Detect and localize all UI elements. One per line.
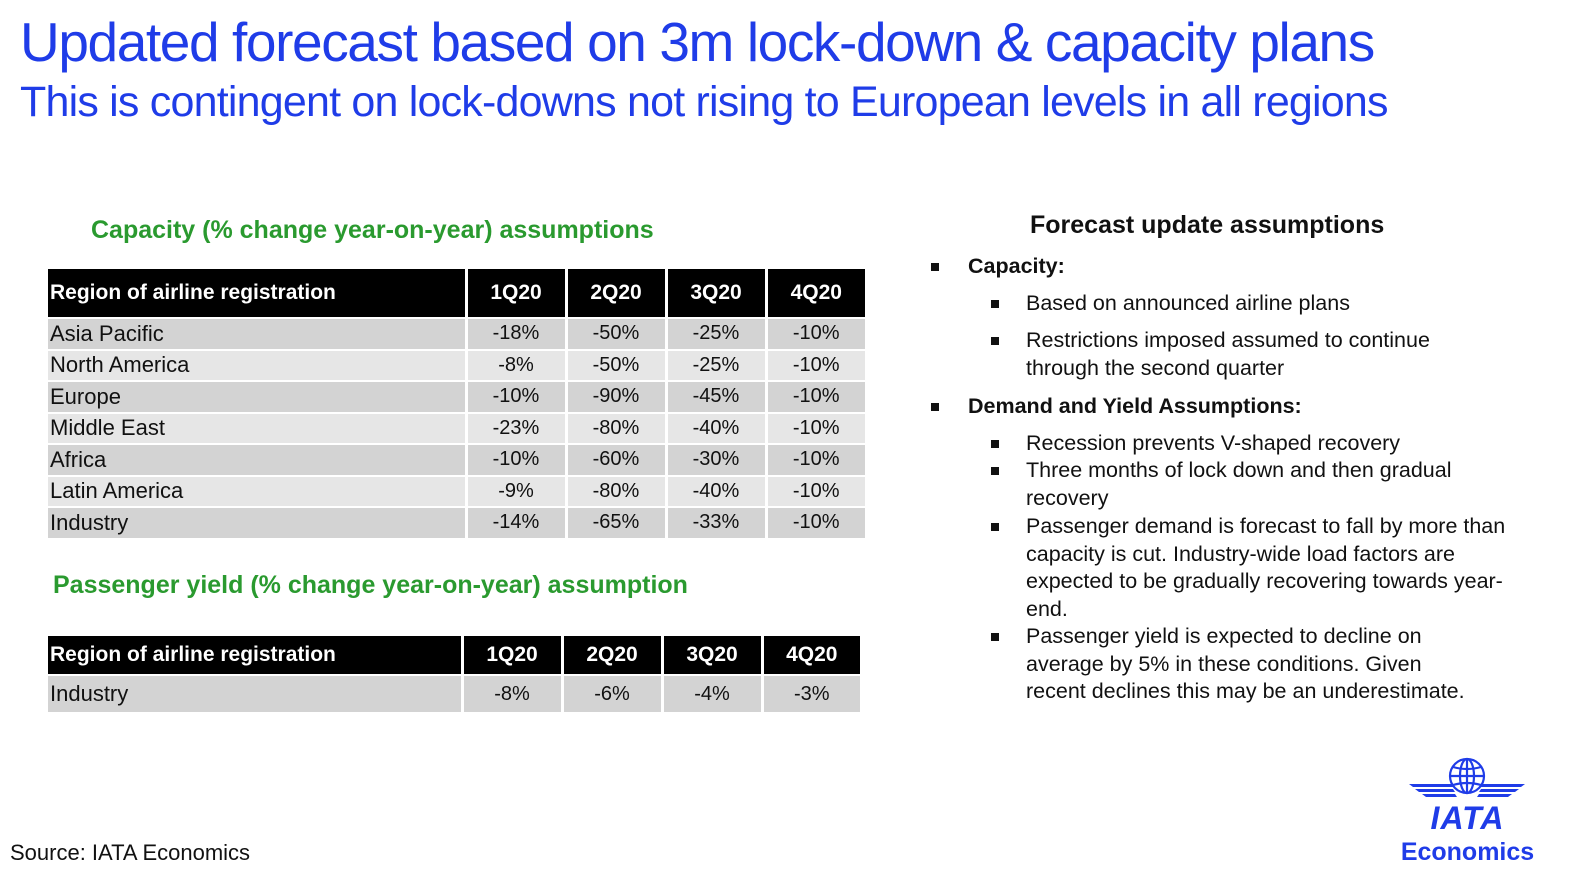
globe-wings-icon <box>1409 757 1525 797</box>
region-cell: Africa <box>48 443 468 476</box>
demand-label: Demand and Yield Assumptions: <box>968 394 1302 418</box>
capacity-heading: Capacity (% change year-on-year) assumpt… <box>91 216 654 244</box>
column-header: 1Q20 <box>462 636 564 675</box>
table-row: North America -8% -50% -25% -10% <box>48 348 865 381</box>
square-bullet-icon <box>931 263 939 271</box>
value-cell: -45% <box>666 380 768 413</box>
table-header-row: Region of airline registration 1Q20 2Q20… <box>48 636 860 675</box>
square-bullet-icon <box>991 440 999 448</box>
iata-logo: IATA Economics <box>1395 756 1540 868</box>
table-row: Africa -10% -60% -30% -10% <box>48 443 865 476</box>
region-cell: Asia Pacific <box>48 317 468 350</box>
column-header: 2Q20 <box>566 269 668 318</box>
logo-subtitle: Economics <box>1400 838 1535 866</box>
bullet-text: Restrictions imposed assumed to continue… <box>1026 328 1430 380</box>
column-header: 4Q20 <box>766 269 865 318</box>
value-cell: -6% <box>562 674 664 712</box>
square-bullet-icon <box>991 467 999 475</box>
table-row: Industry -14% -65% -33% -10% <box>48 506 865 538</box>
column-header: 1Q20 <box>466 269 568 318</box>
value-cell: -10% <box>766 506 865 538</box>
square-bullet-icon <box>991 300 999 308</box>
region-cell: Middle East <box>48 411 468 444</box>
yield-heading: Passenger yield (% change year-on-year) … <box>53 571 688 599</box>
table-header-row: Region of airline registration 1Q20 2Q20… <box>48 269 865 318</box>
value-cell: -8% <box>466 348 568 381</box>
table-row: Industry -8% -6% -4% -3% <box>48 674 860 712</box>
value-cell: -9% <box>466 474 568 507</box>
column-header: 2Q20 <box>562 636 664 675</box>
value-cell: -23% <box>466 411 568 444</box>
capacity-label: Capacity: <box>968 254 1065 278</box>
source-note: Source: IATA Economics <box>10 840 251 865</box>
table-row: Europe -10% -90% -45% -10% <box>48 380 865 413</box>
region-cell: Industry <box>48 674 464 712</box>
square-bullet-icon <box>991 633 999 641</box>
value-cell: -60% <box>566 443 668 476</box>
bullet-text: Based on announced airline plans <box>1026 291 1350 315</box>
column-header: Region of airline registration <box>48 636 464 675</box>
value-cell: -30% <box>666 443 768 476</box>
page-title: Updated forecast based on 3m lock-down &… <box>20 11 1375 73</box>
bullet-text: Recession prevents V-shaped recovery <box>1026 431 1401 455</box>
value-cell: -18% <box>466 317 568 350</box>
bullet-text: Passenger yield is expected to decline o… <box>1026 624 1465 703</box>
value-cell: -80% <box>566 411 668 444</box>
value-cell: -33% <box>666 506 768 538</box>
value-cell: -80% <box>566 474 668 507</box>
value-cell: -65% <box>566 506 668 538</box>
value-cell: -50% <box>566 317 668 350</box>
value-cell: -10% <box>766 411 865 444</box>
value-cell: -8% <box>462 674 564 712</box>
table-row: Asia Pacific -18% -50% -25% -10% <box>48 317 865 350</box>
page-subtitle: This is contingent on lock-downs not ris… <box>20 78 1389 126</box>
value-cell: -10% <box>766 474 865 507</box>
column-header: 3Q20 <box>662 636 764 675</box>
logo-wordmark: IATA <box>1430 800 1505 836</box>
region-cell: North America <box>48 348 468 381</box>
square-bullet-icon <box>931 403 939 411</box>
region-cell: Europe <box>48 380 468 413</box>
bullet-text: Three months of lock down and then gradu… <box>1026 458 1452 510</box>
value-cell: -50% <box>566 348 668 381</box>
value-cell: -25% <box>666 348 768 381</box>
value-cell: -10% <box>766 317 865 350</box>
value-cell: -25% <box>666 317 768 350</box>
column-header: Region of airline registration <box>48 269 468 318</box>
table-row: Middle East -23% -80% -40% -10% <box>48 411 865 444</box>
square-bullet-icon <box>991 337 999 345</box>
value-cell: -10% <box>466 443 568 476</box>
column-header: 4Q20 <box>762 636 860 675</box>
value-cell: -4% <box>662 674 764 712</box>
value-cell: -10% <box>766 380 865 413</box>
value-cell: -90% <box>566 380 668 413</box>
yield-table: Region of airline registration 1Q20 2Q20… <box>48 636 860 712</box>
value-cell: -14% <box>466 506 568 538</box>
bullet-text: Passenger demand is forecast to fall by … <box>1026 514 1506 621</box>
value-cell: -10% <box>466 380 568 413</box>
value-cell: -10% <box>766 443 865 476</box>
value-cell: -40% <box>666 411 768 444</box>
column-header: 3Q20 <box>666 269 768 318</box>
capacity-table: Region of airline registration 1Q20 2Q20… <box>48 269 865 538</box>
assumptions-title: Forecast update assumptions <box>1030 211 1385 239</box>
region-cell: Latin America <box>48 474 468 507</box>
value-cell: -10% <box>766 348 865 381</box>
table-row: Latin America -9% -80% -40% -10% <box>48 474 865 507</box>
region-cell: Industry <box>48 506 468 538</box>
value-cell: -3% <box>762 674 860 712</box>
square-bullet-icon <box>991 523 999 531</box>
value-cell: -40% <box>666 474 768 507</box>
